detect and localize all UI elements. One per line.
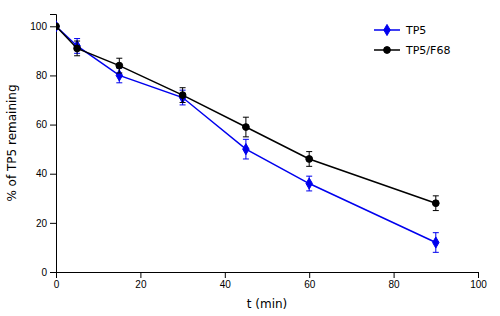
y-tick-label: 60 — [36, 119, 48, 130]
x-tick-mark — [394, 272, 395, 278]
marker — [179, 92, 186, 99]
y-tick-label: 0 — [41, 267, 47, 278]
x-tick-label: 40 — [220, 279, 232, 290]
legend-label: TP5/F68 — [405, 44, 450, 57]
y-tick: 0 — [41, 267, 56, 278]
x-tick-mark — [309, 272, 310, 278]
y-tick-label: 40 — [36, 168, 48, 179]
error-bar-cap — [243, 158, 249, 159]
error-bar — [180, 88, 186, 103]
error-bar — [116, 58, 122, 73]
series — [56, 23, 439, 211]
x-tick-label: 80 — [389, 279, 401, 290]
y-tick-mark — [50, 26, 56, 27]
x-tick: 40 — [220, 272, 232, 290]
marker — [433, 237, 439, 248]
x-tick: 100 — [470, 272, 487, 290]
x-tick-label: 60 — [304, 279, 316, 290]
x-tick-label: 0 — [54, 279, 60, 290]
x-tick: 0 — [54, 272, 60, 290]
error-bar-cap — [306, 176, 312, 177]
y-tick-mark — [50, 272, 56, 273]
error-bar-cap — [433, 210, 439, 211]
legend: TP5 TP5/F68 — [374, 24, 450, 57]
error-bar-cap — [180, 87, 186, 88]
legend-marker — [384, 24, 390, 35]
error-bar — [74, 41, 80, 56]
marker — [243, 144, 249, 155]
error-bar — [243, 139, 249, 159]
x-tick: 60 — [304, 272, 316, 290]
error-bar — [180, 90, 186, 105]
error-bar-cap — [433, 232, 439, 233]
error-bar-cap — [116, 82, 122, 83]
x-tick-label: 20 — [135, 279, 147, 290]
x-axis-line — [57, 273, 479, 279]
error-bar-cap — [243, 136, 249, 137]
error-bar-cap — [306, 166, 312, 167]
y-tick: 40 — [36, 168, 56, 179]
marker — [116, 62, 123, 69]
error-bar-cap — [433, 252, 439, 253]
y-axis: 0 20 40 60 80 100 — [30, 15, 56, 278]
x-tick: 80 — [389, 272, 401, 290]
y-tick-mark — [50, 174, 56, 175]
legend-marker — [384, 47, 391, 54]
error-bar-cap — [243, 117, 249, 118]
series — [56, 21, 439, 253]
legend-item: TP5 — [374, 24, 426, 37]
marker — [74, 45, 81, 52]
error-bar-cap — [116, 72, 122, 73]
error-bar-cap — [74, 55, 80, 56]
error-bar-cap — [180, 102, 186, 103]
marker — [56, 23, 59, 30]
y-tick: 60 — [36, 119, 56, 130]
chart: 0 20 40 60 80 100 0 20 40 60 80 100 TP5 TP5/F68 t (min… — [0, 0, 500, 316]
plot-area: 0 20 40 60 80 100 0 20 40 60 80 100 TP5 TP5/F68 — [30, 15, 487, 291]
error-bar-cap — [180, 104, 186, 105]
marker — [432, 200, 439, 207]
y-tick: 80 — [36, 70, 56, 81]
x-tick-label: 100 — [470, 279, 487, 290]
marker — [306, 156, 313, 163]
error-bar-cap — [243, 139, 249, 140]
error-bar — [433, 196, 439, 211]
error-bar — [306, 176, 312, 191]
error-bar-cap — [306, 190, 312, 191]
y-tick-mark — [50, 75, 56, 76]
line — [56, 26, 436, 203]
error-bar — [306, 152, 312, 167]
x-tick-mark — [140, 272, 141, 278]
y-tick-mark — [50, 223, 56, 224]
error-bar-cap — [116, 58, 122, 59]
error-bar — [74, 39, 80, 54]
marker — [306, 178, 312, 189]
y-tick: 20 — [36, 218, 56, 229]
x-axis: 0 20 40 60 80 100 — [54, 272, 488, 290]
y-axis-title: % of TP5 remaining — [5, 84, 19, 201]
y-axis-line — [50, 15, 57, 273]
marks — [56, 21, 439, 253]
legend-item: TP5/F68 — [374, 44, 450, 57]
x-tick: 20 — [135, 272, 147, 290]
y-tick: 100 — [30, 21, 56, 32]
error-bar — [433, 233, 439, 253]
error-bar-cap — [433, 195, 439, 196]
x-tick-mark — [478, 272, 479, 278]
y-tick-label: 100 — [30, 21, 47, 32]
y-tick-label: 80 — [36, 70, 48, 81]
error-bar-cap — [74, 38, 80, 39]
y-tick-mark — [50, 125, 56, 126]
error-bar-cap — [74, 41, 80, 42]
error-bar-cap — [306, 151, 312, 152]
error-bar — [243, 117, 249, 137]
marker — [243, 124, 250, 131]
legend-label: TP5 — [405, 24, 426, 37]
x-axis-title: t (min) — [247, 297, 288, 311]
line — [56, 26, 436, 242]
x-tick-mark — [225, 272, 226, 278]
y-tick-label: 20 — [36, 218, 48, 229]
